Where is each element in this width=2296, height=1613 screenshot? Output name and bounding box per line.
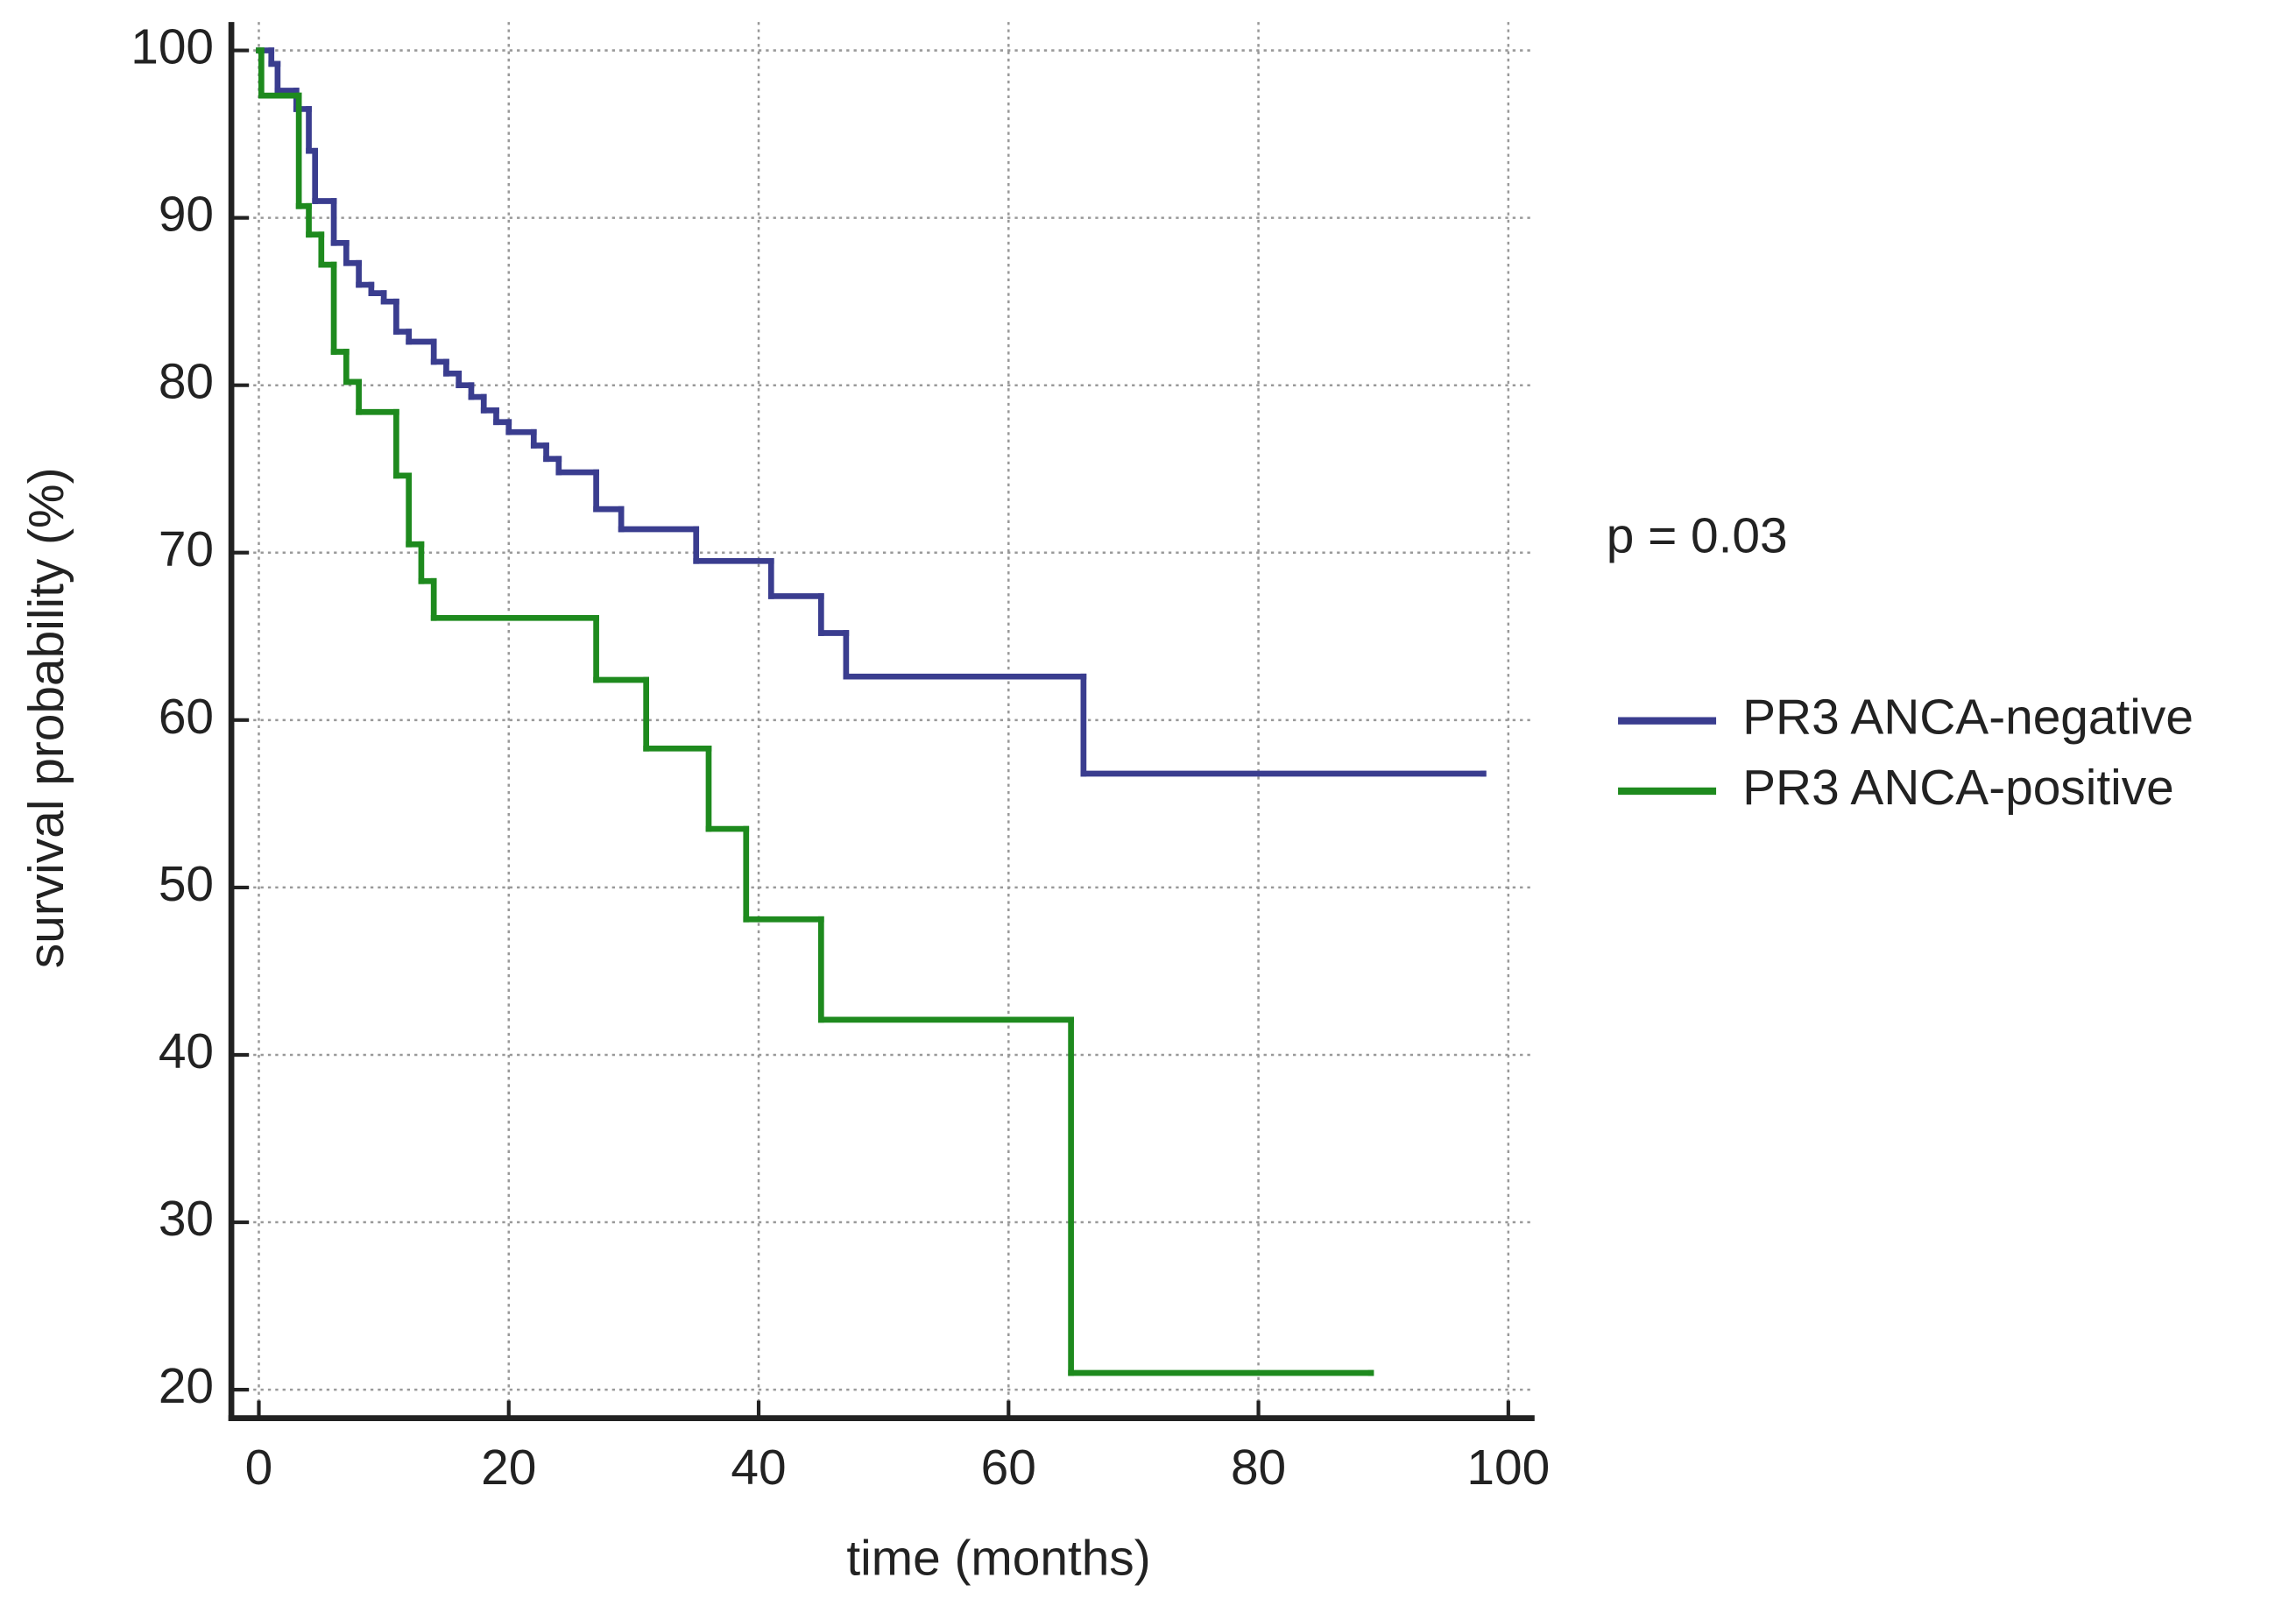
y-tick-label: 60 bbox=[159, 690, 214, 745]
annotation: p = 0.03 bbox=[1607, 508, 1788, 563]
x-tick-label: 40 bbox=[731, 1440, 786, 1496]
x-tick-label: 100 bbox=[1466, 1440, 1550, 1496]
y-tick-label: 30 bbox=[159, 1192, 214, 1247]
y-tick-label: 20 bbox=[159, 1359, 214, 1414]
y-tick-label: 100 bbox=[131, 20, 214, 75]
y-tick-label: 80 bbox=[159, 355, 214, 410]
y-tick-label: 70 bbox=[159, 522, 214, 577]
x-tick-label: 0 bbox=[245, 1440, 273, 1496]
y-tick-label: 90 bbox=[159, 187, 214, 243]
x-axis-label: time (months) bbox=[846, 1531, 1150, 1586]
y-axis-label: survival probability (%) bbox=[19, 467, 74, 968]
x-tick-label: 80 bbox=[1231, 1440, 1286, 1496]
x-tick-label: 20 bbox=[481, 1440, 536, 1496]
x-tick-label: 60 bbox=[981, 1440, 1036, 1496]
y-tick-label: 40 bbox=[159, 1024, 214, 1079]
y-tick-label: 50 bbox=[159, 857, 214, 912]
legend-label: PR3 ANCA-positive bbox=[1742, 761, 2174, 816]
legend-label: PR3 ANCA-negative bbox=[1742, 690, 2194, 746]
